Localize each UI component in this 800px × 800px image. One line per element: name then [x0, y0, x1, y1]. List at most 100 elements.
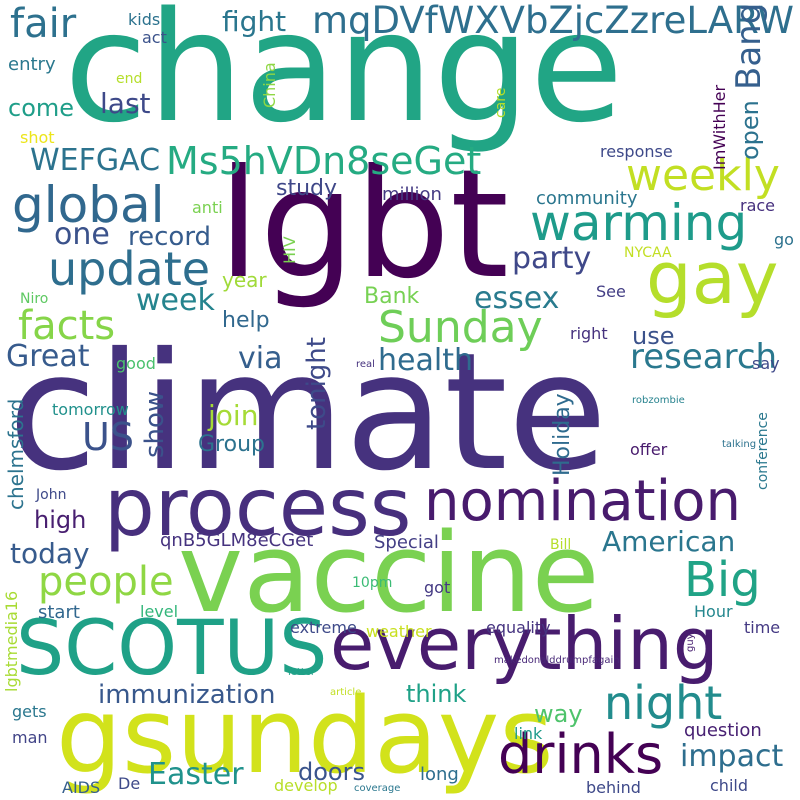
- word-group: Group: [198, 432, 265, 457]
- word-man: man: [12, 728, 48, 747]
- word-think: think: [406, 680, 467, 708]
- word-via: via: [238, 341, 283, 376]
- word-join: join: [208, 399, 259, 432]
- word-10pm: 10pm: [352, 575, 393, 591]
- word-use: use: [632, 322, 675, 350]
- word-john: John: [36, 487, 67, 503]
- word-letter: letter: [288, 667, 316, 678]
- word-tomorrow: tomorrow: [52, 400, 129, 419]
- word-great: Great: [6, 339, 90, 374]
- word-article: article: [330, 687, 362, 698]
- word-doors: doors: [298, 758, 365, 786]
- word-aids: AIDS: [62, 778, 101, 797]
- word-bank: Bank: [364, 284, 420, 309]
- word-niro: Niro: [20, 291, 49, 307]
- word-imwithher: ImWithHer: [710, 84, 729, 170]
- word-develop: develop: [274, 776, 338, 795]
- word-open: open: [736, 100, 764, 160]
- word-equality: equality: [486, 618, 551, 637]
- word-show: show: [140, 390, 170, 458]
- word-drinks: drinks: [498, 723, 664, 786]
- word-million: million: [382, 184, 442, 205]
- word-come: come: [8, 94, 75, 122]
- word-bill: Bill: [550, 537, 572, 553]
- word-week: week: [136, 283, 215, 318]
- word-behind: behind: [586, 778, 641, 797]
- word-immunization: immunization: [98, 680, 276, 710]
- word-easter: Easter: [148, 757, 244, 792]
- word-say: say: [752, 354, 780, 373]
- word-special: Special: [374, 532, 439, 553]
- word-big: Big: [684, 552, 761, 608]
- word-makedonalddrumpfagain: makedonalddrumpfagain: [494, 655, 620, 666]
- word-warming: warming: [530, 194, 748, 252]
- word-offer: offer: [630, 440, 668, 459]
- word-vaccine: vaccine: [178, 509, 600, 637]
- word-study: study: [276, 176, 338, 201]
- word-party: party: [512, 241, 592, 276]
- word-anti: anti: [192, 198, 223, 217]
- word-start: start: [38, 602, 80, 623]
- word-sunday: Sunday: [378, 302, 543, 353]
- word-long: long: [420, 764, 459, 785]
- word-hiv: HIV: [280, 236, 299, 264]
- word-guy: guy: [685, 633, 696, 652]
- word-de: De: [118, 774, 141, 793]
- word-tonight: tonight: [302, 337, 332, 430]
- word-holiday: Holiday: [550, 393, 575, 476]
- word-kids: kids: [128, 10, 161, 29]
- word-race: race: [740, 196, 776, 215]
- word-ms5hvdn8seget: Ms5hVDn8seGet: [166, 139, 482, 183]
- word-climate: climate: [8, 319, 608, 507]
- word-real: real: [356, 359, 375, 370]
- word-nycaa: NYCAA: [624, 245, 672, 261]
- word-everything: everything: [330, 602, 719, 686]
- word-night: night: [604, 676, 723, 730]
- word-go: go: [774, 230, 794, 249]
- word-care: care: [493, 87, 509, 118]
- word-child: child: [710, 776, 748, 795]
- word-entry: entry: [8, 54, 56, 75]
- word-us: US: [82, 415, 134, 459]
- word-weekly: weekly: [626, 150, 780, 201]
- word-good: good: [116, 354, 156, 373]
- word-bang: Bang: [729, 2, 769, 90]
- word-help: help: [222, 308, 270, 333]
- word-change: change: [64, 0, 624, 156]
- word-fight: fight: [222, 5, 287, 38]
- word-qnb5glm8ecget: qnB5GLM8eCGet: [160, 530, 314, 551]
- word-gay: gay: [646, 236, 779, 320]
- word-global: global: [12, 176, 165, 234]
- word-shot: shot: [20, 128, 55, 147]
- word-impact: impact: [680, 739, 784, 774]
- word-scotus: SCOTUS: [16, 603, 328, 692]
- word-today: today: [10, 537, 90, 570]
- word-way: way: [534, 700, 583, 728]
- word-lgbt: lgbt: [218, 138, 509, 312]
- word-process: process: [104, 461, 412, 554]
- word-extreme: extreme: [290, 618, 357, 637]
- word-level: level: [140, 602, 179, 621]
- word-people: people: [38, 559, 174, 605]
- word-right: right: [570, 324, 608, 343]
- word-conference: conference: [755, 412, 771, 490]
- word-mqdvfwxvbzjczzrelarw: mqDVfWXVbZjcZzreLARW: [312, 0, 794, 42]
- word-gsundays: gsundays: [56, 675, 554, 797]
- word-end: end: [116, 71, 143, 87]
- word-got: got: [424, 578, 451, 597]
- word-act: act: [142, 28, 167, 47]
- word-update: update: [48, 242, 211, 296]
- word-health: health: [378, 343, 473, 378]
- word-coverage: coverage: [354, 783, 401, 794]
- word-fair: fair: [10, 1, 77, 47]
- word-gets: gets: [12, 702, 47, 721]
- word-see: See: [596, 282, 626, 301]
- word-record: record: [128, 222, 212, 252]
- word-lgbtmedia16: lgbtmedia16: [2, 590, 21, 692]
- word-essex: essex: [474, 281, 560, 316]
- word-hour: Hour: [694, 602, 733, 621]
- word-response: response: [600, 142, 673, 161]
- word-weather: weather: [366, 622, 432, 641]
- word-facts: facts: [18, 303, 116, 349]
